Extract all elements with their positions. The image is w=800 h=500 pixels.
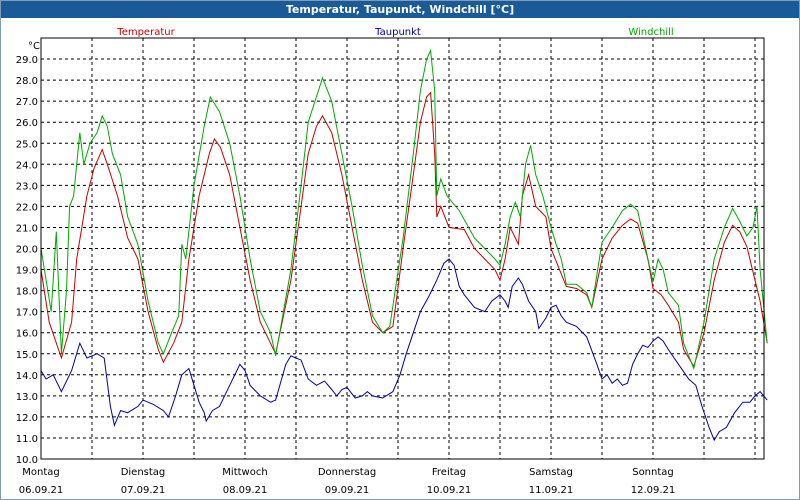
y-tick-label: 15.0: [16, 350, 38, 361]
series-layer: [40, 48, 768, 442]
horizontal-grid: [41, 58, 764, 439]
y-tick-label: 28.0: [16, 76, 38, 87]
y-tick-label: 21.0: [16, 223, 38, 234]
window-title: Temperatur, Taupunkt, Windchill [°C]: [1, 1, 799, 18]
y-tick-label: 27.0: [16, 97, 38, 108]
legend-taupunkt: Taupunkt: [374, 27, 421, 38]
y-tick-label: 24.0: [16, 160, 38, 171]
x-tick-day-label: Montag: [22, 467, 59, 478]
y-tick-label: 22.0: [16, 202, 38, 213]
temperature-chart: 10.0 11.0 12.0 13.0 14.0 15.0 16.0 17.0 18.0 19.0…: [16, 27, 768, 496]
y-tick-label: 29.0: [16, 55, 38, 66]
y-tick-label: 16.0: [16, 329, 38, 340]
x-tick-date-label: 09.09.21: [325, 485, 370, 496]
y-tick-label: 14.0: [16, 371, 38, 382]
y-tick-label: 23.0: [16, 181, 38, 192]
x-tick-date-label: 07.09.21: [121, 485, 166, 496]
y-tick-label: 20.0: [16, 245, 38, 256]
legend-temperatur: Temperatur: [116, 27, 175, 38]
series-line-taupunkt: [40, 258, 768, 442]
legend: Temperatur Taupunkt Windchill: [116, 27, 673, 38]
y-axis-label: °C: [28, 41, 40, 52]
y-tick-label: 18.0: [16, 287, 38, 298]
x-tick-date-label: 11.09.21: [529, 485, 574, 496]
y-tick-label: 19.0: [16, 266, 38, 277]
x-tick-day-label: Mittwoch: [222, 467, 267, 478]
x-tick-date-label: 12.09.21: [631, 485, 676, 496]
y-tick-label: 25.0: [16, 139, 38, 150]
x-tick-date-label: 08.09.21: [223, 485, 268, 496]
x-tick-day-label: Sonntag: [632, 467, 674, 478]
x-tick-day-label: Freitag: [432, 467, 466, 478]
y-tick-label: 13.0: [16, 392, 38, 403]
y-axis-tick-labels: 10.0 11.0 12.0 13.0 14.0 15.0 16.0 17.0 18.0 19.0…: [16, 55, 38, 466]
x-tick-date-label: 06.09.21: [19, 485, 64, 496]
y-tick-label: 17.0: [16, 308, 38, 319]
plot-border: [40, 37, 765, 460]
x-axis-tick-labels: Montag 06.09.21 Dienstag 07.09.21 Mittwoch 08…: [19, 467, 676, 496]
x-tick-day-label: Donnerstag: [318, 467, 376, 478]
y-tick-label: 10.0: [16, 455, 38, 466]
x-tick-date-label: 10.09.21: [427, 485, 472, 496]
y-tick-label: 11.0: [16, 434, 38, 445]
y-tick-label: 12.0: [16, 413, 38, 424]
legend-windchill: Windchill: [628, 27, 673, 38]
x-tick-day-label: Dienstag: [121, 467, 166, 478]
x-tick-day-label: Samstag: [529, 467, 573, 478]
series-line-windchill: [40, 48, 768, 371]
y-tick-label: 26.0: [16, 118, 38, 129]
